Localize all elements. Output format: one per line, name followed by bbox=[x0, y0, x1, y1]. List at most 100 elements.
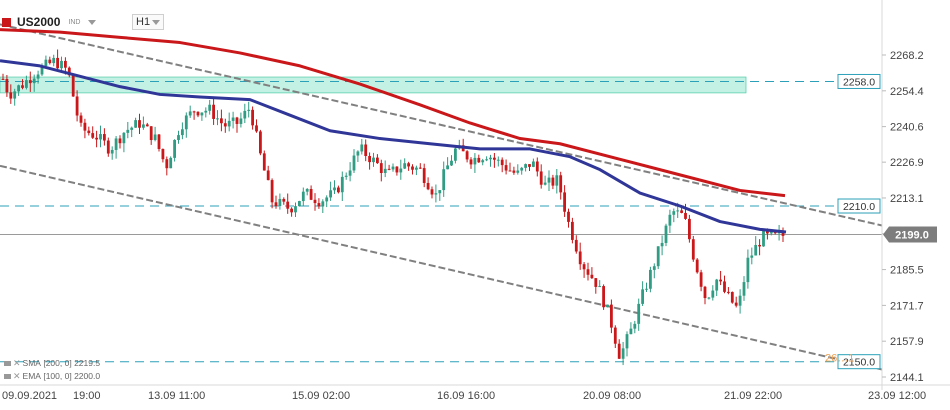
candle-body bbox=[407, 163, 410, 167]
candle-body bbox=[606, 304, 609, 308]
candle-body bbox=[395, 166, 399, 173]
candle-body bbox=[122, 132, 126, 144]
candle-body bbox=[64, 60, 67, 68]
eye-icon bbox=[4, 360, 11, 366]
y-tick-label: 2240.6 bbox=[890, 122, 924, 134]
y-tick-label: 2226.9 bbox=[890, 157, 924, 169]
candle-body bbox=[259, 131, 262, 154]
candle-body bbox=[656, 246, 660, 267]
candle-body bbox=[586, 269, 590, 275]
candle-body bbox=[21, 85, 24, 88]
candle-body bbox=[379, 163, 383, 174]
level-label-box bbox=[837, 198, 881, 214]
candle-body bbox=[383, 168, 387, 174]
candle-body bbox=[524, 164, 527, 168]
candle-body bbox=[95, 137, 98, 140]
candle-body bbox=[610, 304, 613, 328]
candle-body bbox=[477, 157, 481, 163]
close-icon[interactable]: ✕ bbox=[13, 357, 21, 368]
moving-averages bbox=[0, 28, 787, 234]
candle-body bbox=[777, 232, 781, 234]
candle-body bbox=[723, 281, 726, 292]
candle-body bbox=[504, 165, 508, 171]
y-tick-label: 2144.1 bbox=[890, 372, 924, 384]
fib-label: 26…1 bbox=[825, 353, 854, 365]
candle-body bbox=[177, 135, 180, 140]
candle-body bbox=[36, 74, 40, 79]
candle-body bbox=[719, 279, 722, 282]
candle-body bbox=[251, 109, 254, 126]
candle-body bbox=[766, 230, 769, 234]
candle-body bbox=[426, 182, 430, 190]
legend-sma[interactable]: ✕ SMA [200, 0] 2219.5 bbox=[4, 357, 100, 369]
y-tick-label: 2171.7 bbox=[890, 300, 924, 312]
candle-body bbox=[387, 168, 391, 170]
candle-body bbox=[563, 192, 566, 212]
candle-body bbox=[5, 78, 9, 93]
candle-body bbox=[621, 348, 625, 359]
candle-body bbox=[652, 266, 656, 270]
candle-body bbox=[130, 127, 134, 130]
candle-body bbox=[368, 155, 371, 163]
candle-body bbox=[165, 159, 169, 169]
candles bbox=[1, 49, 785, 366]
candle-body bbox=[220, 118, 223, 124]
candle-body bbox=[758, 244, 761, 247]
candle-body bbox=[103, 134, 106, 141]
candle-body bbox=[446, 165, 449, 170]
candle-body bbox=[118, 138, 122, 144]
candle-body bbox=[40, 65, 44, 75]
legend-sma-name: SMA bbox=[22, 358, 41, 368]
candle-body bbox=[442, 169, 446, 191]
candle-body bbox=[32, 78, 36, 84]
candle-body bbox=[356, 151, 360, 156]
legend-ema[interactable]: ✕ EMA [100, 0] 2200.0 bbox=[4, 370, 100, 382]
candle-body bbox=[286, 201, 290, 209]
level-label-text: 2210.0 bbox=[843, 201, 875, 213]
candle-body bbox=[493, 157, 496, 160]
candle-body bbox=[44, 59, 48, 66]
candle-body bbox=[438, 190, 442, 194]
candle-body bbox=[173, 139, 176, 158]
x-tick-label: 09.09.2021 bbox=[2, 390, 57, 402]
candle-body bbox=[571, 221, 574, 240]
candle-body bbox=[91, 133, 95, 138]
candle-body bbox=[489, 157, 492, 160]
candle-body bbox=[329, 190, 332, 198]
candle-body bbox=[465, 151, 469, 160]
candle-body bbox=[313, 199, 317, 204]
candle-body bbox=[153, 134, 157, 141]
candle-body bbox=[309, 188, 313, 200]
candle-body bbox=[746, 257, 750, 283]
candle-body bbox=[516, 170, 520, 173]
chevron-down-icon bbox=[152, 20, 160, 25]
candle-body bbox=[691, 239, 695, 260]
candle-body bbox=[637, 303, 641, 324]
close-icon[interactable]: ✕ bbox=[13, 370, 21, 381]
candle-body bbox=[13, 91, 17, 99]
candle-body bbox=[617, 343, 621, 359]
candle-body bbox=[235, 117, 239, 124]
y-tick-label: 2185.5 bbox=[890, 265, 924, 277]
candle-body bbox=[48, 59, 52, 64]
candle-body bbox=[145, 124, 149, 127]
price-axis: 2268.22254.42240.62226.92213.12199.32185… bbox=[881, 0, 924, 390]
legend-ema-name: EMA bbox=[22, 371, 41, 381]
symbol-selector[interactable]: US2000 IND bbox=[0, 12, 97, 32]
timeframe-select[interactable]: H1 bbox=[132, 14, 164, 30]
y-tick-label: 2268.2 bbox=[890, 50, 924, 62]
candle-body bbox=[344, 175, 348, 177]
candle-body bbox=[99, 134, 102, 140]
sma200-line bbox=[0, 28, 786, 198]
candle-body bbox=[543, 182, 547, 185]
candle-body bbox=[707, 297, 711, 299]
candle-body bbox=[485, 159, 488, 161]
candle-body bbox=[290, 208, 293, 213]
channel-upper-line bbox=[0, 23, 883, 227]
candle-body bbox=[613, 327, 617, 344]
candle-body bbox=[294, 206, 297, 213]
candle-body bbox=[134, 120, 137, 128]
candle-body bbox=[535, 161, 539, 172]
trend-channel bbox=[0, 23, 883, 371]
